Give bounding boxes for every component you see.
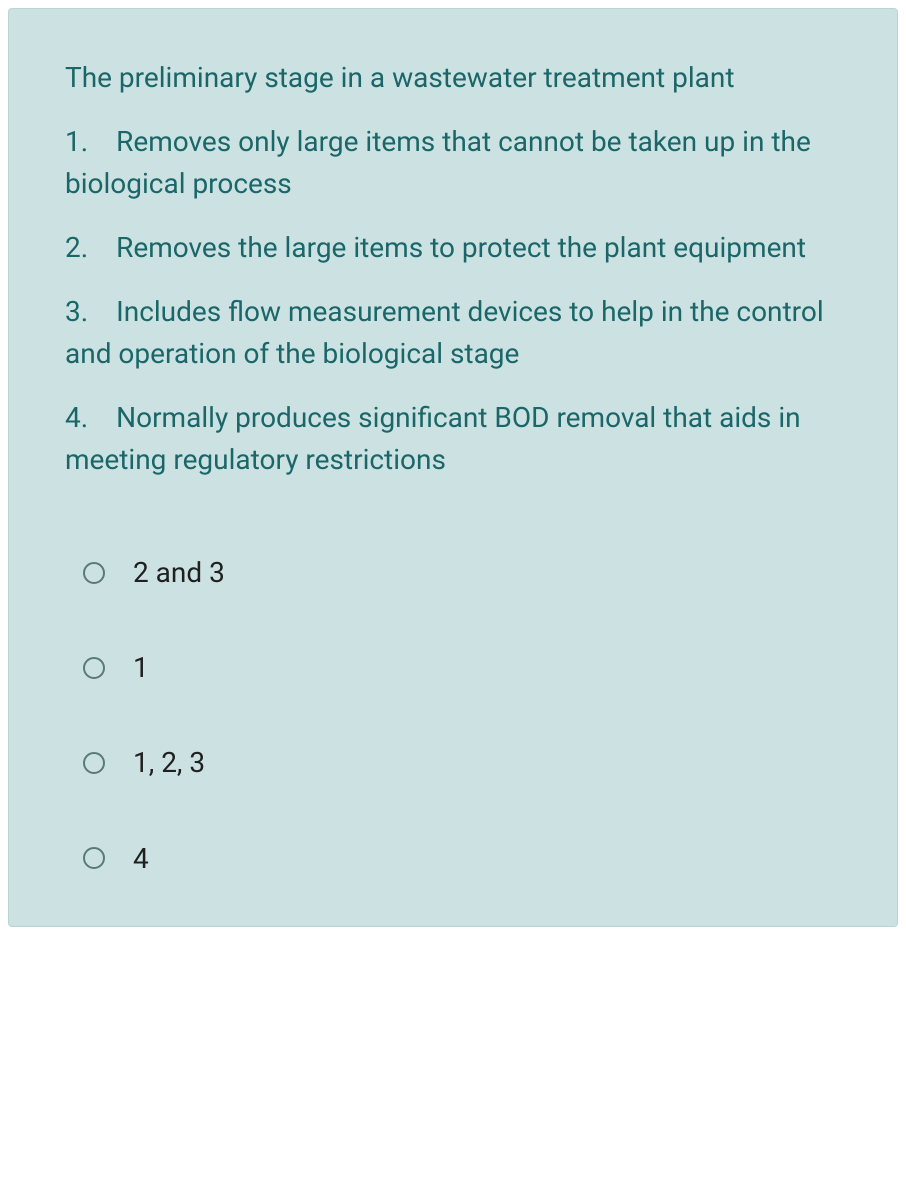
option-row[interactable]: 4: [65, 839, 841, 878]
statement-text: Removes only large items that cannot be …: [65, 125, 811, 200]
option-label: 1, 2, 3: [133, 743, 205, 782]
options-list: 2 and 3 1 1, 2, 3 4: [65, 553, 841, 878]
option-label: 4: [133, 839, 149, 878]
option-label: 2 and 3: [133, 553, 225, 592]
radio-icon[interactable]: [83, 752, 105, 774]
question-prompt: The preliminary stage in a wastewater tr…: [65, 57, 841, 99]
statement-4: 4.Normally produces significant BOD remo…: [65, 397, 841, 481]
statement-3: 3.Includes flow measurement devices to h…: [65, 291, 841, 375]
statement-num: 2.: [65, 231, 88, 264]
option-row[interactable]: 2 and 3: [65, 553, 841, 592]
option-row[interactable]: 1: [65, 648, 841, 687]
option-row[interactable]: 1, 2, 3: [65, 743, 841, 782]
statement-text: Includes flow measurement devices to hel…: [65, 295, 824, 370]
statement-num: 1.: [65, 125, 88, 158]
statement-2: 2. Removes the large items to protect the…: [65, 227, 841, 269]
radio-icon[interactable]: [83, 847, 105, 869]
statement-1: 1.Removes only large items that cannot b…: [65, 121, 841, 205]
question-card: The preliminary stage in a wastewater tr…: [8, 8, 898, 927]
statement-num: 3.: [65, 295, 88, 328]
radio-icon[interactable]: [83, 562, 105, 584]
statement-text: Normally produces significant BOD remova…: [65, 401, 801, 476]
option-label: 1: [133, 648, 149, 687]
statement-num: 4.: [65, 401, 88, 434]
statement-text: Removes the large items to protect the p…: [116, 231, 806, 264]
radio-icon[interactable]: [83, 657, 105, 679]
